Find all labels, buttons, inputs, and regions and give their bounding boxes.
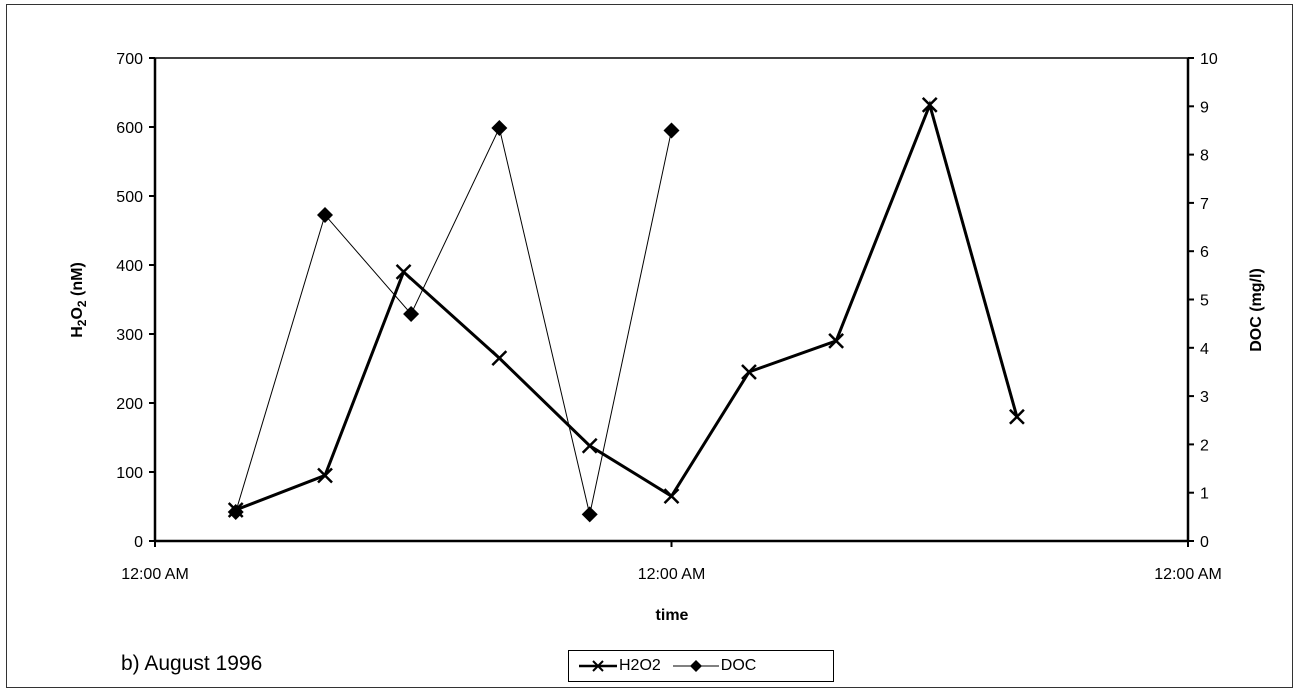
legend-label-h2o2: H2O2 (619, 657, 661, 674)
x-tick-label: 12:00 AM (1154, 566, 1222, 583)
y-right-tick-label: 5 (1200, 293, 1209, 310)
series-doc (227, 120, 680, 523)
y-left-tick-label: 400 (116, 258, 143, 275)
doc-point (491, 120, 508, 137)
x-tick-label: 12:00 AM (121, 566, 189, 583)
h2o2-point (1009, 408, 1025, 425)
h2o2-point (491, 350, 508, 367)
doc-point (317, 206, 334, 223)
doc-point (403, 305, 420, 322)
h2o2-point (663, 488, 680, 505)
y-right-tick-label: 10 (1200, 51, 1218, 68)
y-right-tick-label: 7 (1200, 196, 1209, 213)
y-right-tick-label: 8 (1200, 148, 1209, 165)
h2o2-point (317, 467, 333, 484)
y-right-tick-label: 9 (1200, 99, 1209, 116)
legend-label-doc: DOC (720, 657, 757, 674)
y-left-tick-label: 300 (116, 327, 143, 344)
h2o2-point (828, 333, 845, 349)
x-tick-label: 12:00 AM (638, 566, 706, 583)
legend: H2O2 DOC (568, 650, 834, 682)
y-right-tick-label: 2 (1200, 437, 1209, 454)
legend-swatch-h2o2 (579, 660, 617, 672)
y-right-tick-label: 3 (1200, 389, 1209, 406)
legend-swatch-doc (672, 660, 719, 672)
y-left-tick-label: 700 (116, 51, 143, 68)
series-h2o2 (227, 97, 1025, 518)
doc-point (663, 122, 680, 139)
x-axis-title: time (656, 607, 689, 624)
h2o2-point (581, 437, 598, 454)
doc-point (581, 506, 598, 523)
y-right-tick-label: 0 (1200, 534, 1209, 551)
chart-frame (6, 4, 1293, 688)
y-left-tick-label: 600 (116, 120, 143, 137)
h2o2-point (921, 97, 938, 113)
doc-point (227, 504, 244, 521)
y-left-tick-label: 200 (116, 396, 143, 413)
chart-caption: b) August 1996 (121, 652, 263, 675)
y-left-tick-label: 500 (116, 189, 143, 206)
h2o2-point (395, 264, 412, 280)
y-axis-left-title: H2O2 (nM) (69, 262, 89, 338)
legend-entry-h2o2: H2O2 (577, 657, 661, 675)
h2o2-point (741, 364, 757, 380)
legend-entry-doc: DOC (671, 657, 757, 675)
y-left-tick-label: 100 (116, 465, 143, 482)
y-right-tick-label: 1 (1200, 486, 1209, 503)
y-left-tick-label: 0 (134, 534, 143, 551)
doc-line (235, 126, 672, 515)
y-axis-right-title: DOC (mg/l) (1248, 268, 1265, 352)
ticks: 0 100 200 300 400 500 600 700 0 1 2 3 4 5 6 7 8 9 10 12:00 … (116, 51, 1222, 583)
y-right-tick-label: 4 (1200, 341, 1209, 358)
y-right-tick-label: 6 (1200, 244, 1209, 261)
h2o2-line (235, 100, 1019, 512)
